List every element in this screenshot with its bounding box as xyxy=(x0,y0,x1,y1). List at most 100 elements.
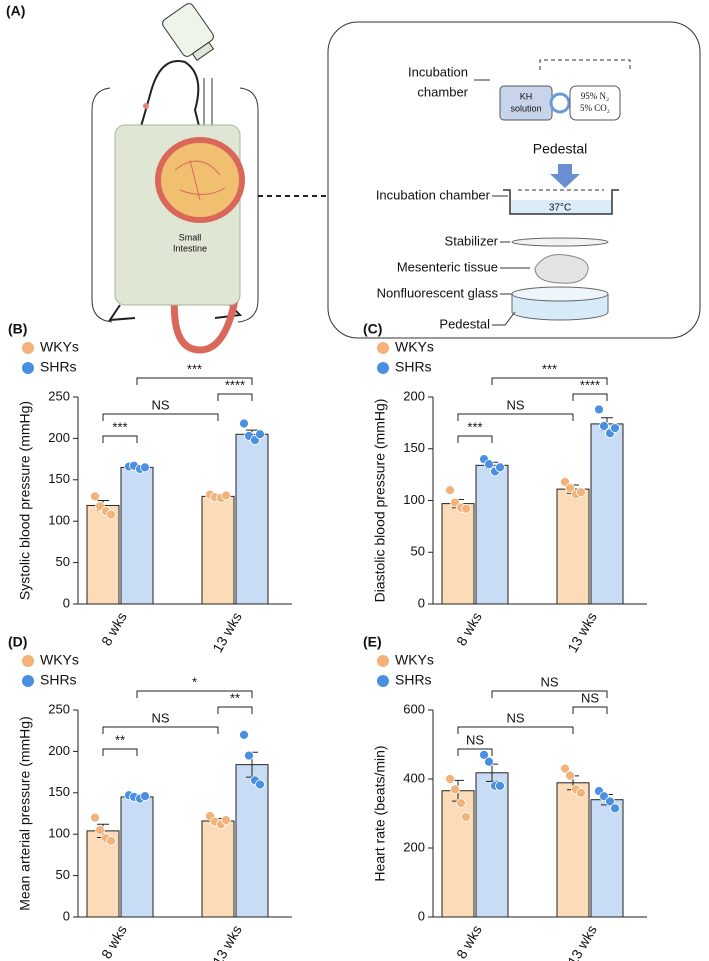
y-tick-label: 600 xyxy=(403,701,425,716)
legend-marker xyxy=(22,362,34,374)
x-tick-label: 13 wks xyxy=(209,922,245,961)
bar xyxy=(590,423,624,605)
label: Nonfluorescent glass xyxy=(377,285,499,300)
x-tick-label: 8 wks xyxy=(98,609,130,648)
significance-bracket xyxy=(102,748,138,756)
y-tick-label: 50 xyxy=(411,544,425,559)
significance-label: NS xyxy=(581,690,599,705)
legend-marker xyxy=(377,362,389,374)
panel-label: (E) xyxy=(363,634,382,650)
bar xyxy=(120,796,154,918)
legend-label: WKYs xyxy=(395,339,434,355)
bar xyxy=(590,799,624,918)
significance-bracket xyxy=(217,393,253,401)
rat-tail xyxy=(170,289,239,354)
data-point xyxy=(239,729,249,740)
significance-bracket xyxy=(491,377,608,385)
significance-bracket xyxy=(572,393,608,401)
significance-label: **** xyxy=(580,377,600,392)
data-point xyxy=(140,791,150,802)
significance-bracket xyxy=(457,748,493,756)
significance-label: NS xyxy=(540,674,558,689)
y-tick-label: 200 xyxy=(403,388,425,403)
panel-label: (D) xyxy=(8,634,27,650)
intestine xyxy=(155,137,245,223)
label: chamber xyxy=(417,84,468,99)
data-point xyxy=(495,780,505,791)
label: Pedestal xyxy=(439,316,490,331)
y-tick-label: 250 xyxy=(48,388,70,403)
legend-marker xyxy=(22,655,34,667)
y-tick-label: 250 xyxy=(48,701,70,716)
bar xyxy=(86,830,120,918)
significance-label: NS xyxy=(466,732,484,747)
label: KH xyxy=(520,91,533,101)
bar xyxy=(235,764,269,918)
data-point xyxy=(239,418,249,429)
y-axis-label: Systolic blood pressure (mmHg) xyxy=(17,401,33,600)
intestine-label: Small xyxy=(179,232,202,242)
significance-bracket xyxy=(136,690,253,698)
significance-label: *** xyxy=(187,361,202,376)
bar xyxy=(556,782,590,918)
y-tick-label: 100 xyxy=(48,513,70,528)
data-point xyxy=(576,787,586,798)
data-point xyxy=(221,490,231,501)
bar xyxy=(441,503,475,605)
significance-bracket xyxy=(457,435,493,443)
y-tick-label: 150 xyxy=(48,471,70,486)
significance-bracket xyxy=(572,706,608,714)
significance-label: ** xyxy=(230,690,240,705)
data-point xyxy=(106,509,116,520)
legend-label: WKYs xyxy=(40,339,79,355)
legend-label: SHRs xyxy=(40,672,77,688)
y-axis-label: Heart rate (beats/min) xyxy=(372,745,388,881)
significance-label: NS xyxy=(151,710,169,725)
data-point xyxy=(495,462,505,473)
data-point xyxy=(445,774,455,784)
legend-marker xyxy=(22,342,34,354)
label: 37°C xyxy=(549,203,571,214)
y-tick-label: 400 xyxy=(403,770,425,785)
bar xyxy=(556,488,590,605)
legend-marker xyxy=(377,675,389,687)
legend-label: WKYs xyxy=(40,652,79,668)
y-tick-label: 0 xyxy=(418,908,425,923)
data-point xyxy=(90,491,100,502)
chamber-outline xyxy=(539,59,631,70)
data-point xyxy=(90,812,100,823)
bar xyxy=(86,504,120,605)
data-point xyxy=(461,503,471,514)
legend-label: WKYs xyxy=(395,652,434,668)
y-tick-label: 100 xyxy=(403,492,425,507)
chamber-bath xyxy=(510,200,612,214)
significance-bracket xyxy=(457,726,574,734)
label: 95% N₂ xyxy=(581,91,609,101)
arrow xyxy=(550,164,580,188)
data-point xyxy=(599,421,609,431)
stabilizer xyxy=(511,237,609,247)
y-tick-label: 150 xyxy=(403,440,425,455)
y-tick-label: 200 xyxy=(48,430,70,445)
label: Mesenteric tissue xyxy=(397,259,498,274)
bracket xyxy=(237,87,259,323)
significance-bracket xyxy=(457,413,574,421)
data-point xyxy=(255,779,265,790)
data-point xyxy=(484,459,494,470)
dish xyxy=(511,286,609,302)
data-point xyxy=(445,485,455,496)
y-axis-label: Diastolic blood pressure (mmHg) xyxy=(372,399,388,603)
y-tick-label: 50 xyxy=(56,867,70,882)
significance-label: NS xyxy=(506,710,524,725)
x-tick-label: 13 wks xyxy=(209,609,245,655)
data-point xyxy=(95,825,105,835)
bar xyxy=(201,495,235,605)
y-tick-label: 200 xyxy=(403,839,425,854)
x-tick-label: 8 wks xyxy=(98,922,130,961)
vessels xyxy=(174,159,226,201)
y-axis-label: Mean arterial pressure (mmHg) xyxy=(17,716,33,911)
bar xyxy=(441,790,475,918)
gas-box xyxy=(569,85,621,121)
legend-label: SHRs xyxy=(40,359,77,375)
cycle-arrow xyxy=(549,92,571,114)
